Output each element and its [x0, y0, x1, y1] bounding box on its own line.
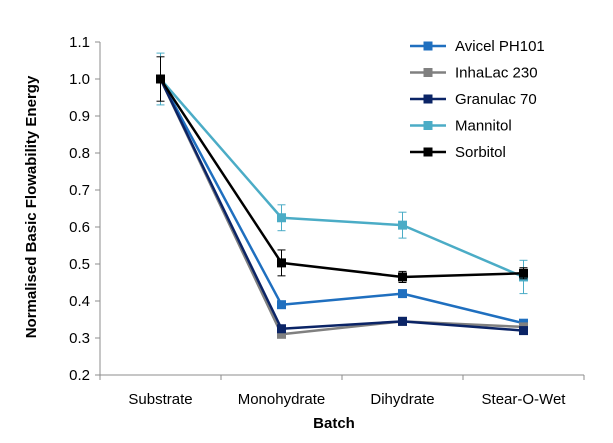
legend-marker: [423, 121, 433, 130]
data-point: [519, 326, 528, 336]
axes: 0.2 0.3 0.4 0.5 0.6 0.7 0.8 0.9 1.0 1.1 Substrate M…: [69, 34, 585, 408]
data-point: [398, 289, 407, 299]
legend-marker: [423, 147, 433, 157]
legend-marker: [423, 94, 433, 104]
y-tick-label: 1.1: [69, 34, 90, 51]
y-tick-label: 0.2: [69, 367, 90, 384]
series-line: [159, 78, 524, 325]
y-tick-label: 0.3: [69, 330, 90, 347]
y-tick-label: 0.4: [69, 293, 90, 310]
plot-area: [156, 52, 528, 339]
legend: Avicel PH101 InhaLac 230 Granulac 70 Mannit…: [410, 38, 545, 161]
x-tick-label: Stear-O-Wet: [482, 391, 567, 408]
y-tick-label: 0.5: [69, 256, 90, 273]
x-tick-label: Monohydrate: [238, 391, 326, 408]
y-tick-label: 0.9: [69, 108, 90, 125]
legend-label: Mannitol: [455, 118, 512, 135]
y-tick-label: 0.6: [69, 219, 90, 236]
data-point: [398, 220, 407, 230]
x-tick-label: Substrate: [128, 391, 192, 408]
data-point: [277, 324, 286, 334]
y-axis-title: Normalised Basic Flowability Energy: [23, 75, 40, 338]
data-point: [398, 272, 407, 282]
series-line: [159, 78, 524, 279]
legend-marker: [423, 68, 433, 77]
legend-label: Avicel PH101: [455, 38, 545, 55]
legend-item: InhaLac 230: [410, 65, 538, 82]
series-line: [159, 78, 524, 332]
data-point: [277, 213, 286, 223]
data-point: [156, 74, 165, 84]
legend-label: Granulac 70: [455, 91, 537, 108]
legend-item: Avicel PH101: [410, 38, 545, 55]
series-line: [159, 78, 524, 279]
x-axis-title: Batch: [313, 415, 355, 432]
data-point: [277, 300, 286, 310]
x-tick-label: Dihydrate: [370, 391, 434, 408]
y-tick-label: 0.7: [69, 182, 90, 199]
y-tick-label: 1.0: [69, 71, 90, 88]
y-tick-label: 0.8: [69, 145, 90, 162]
legend-item: Sorbitol: [410, 144, 506, 161]
data-point: [277, 258, 286, 268]
legend-item: Mannitol: [410, 118, 512, 135]
series-sorbitol: [156, 56, 528, 283]
series-avicel-ph101: [156, 74, 528, 328]
legend-label: InhaLac 230: [455, 65, 538, 82]
data-point: [519, 268, 528, 278]
data-point: [277, 329, 286, 339]
legend-marker: [423, 41, 433, 51]
legend-item: Granulac 70: [410, 91, 537, 108]
legend-label: Sorbitol: [455, 144, 506, 161]
series-granulac-70: [156, 74, 528, 336]
data-point: [398, 316, 407, 326]
